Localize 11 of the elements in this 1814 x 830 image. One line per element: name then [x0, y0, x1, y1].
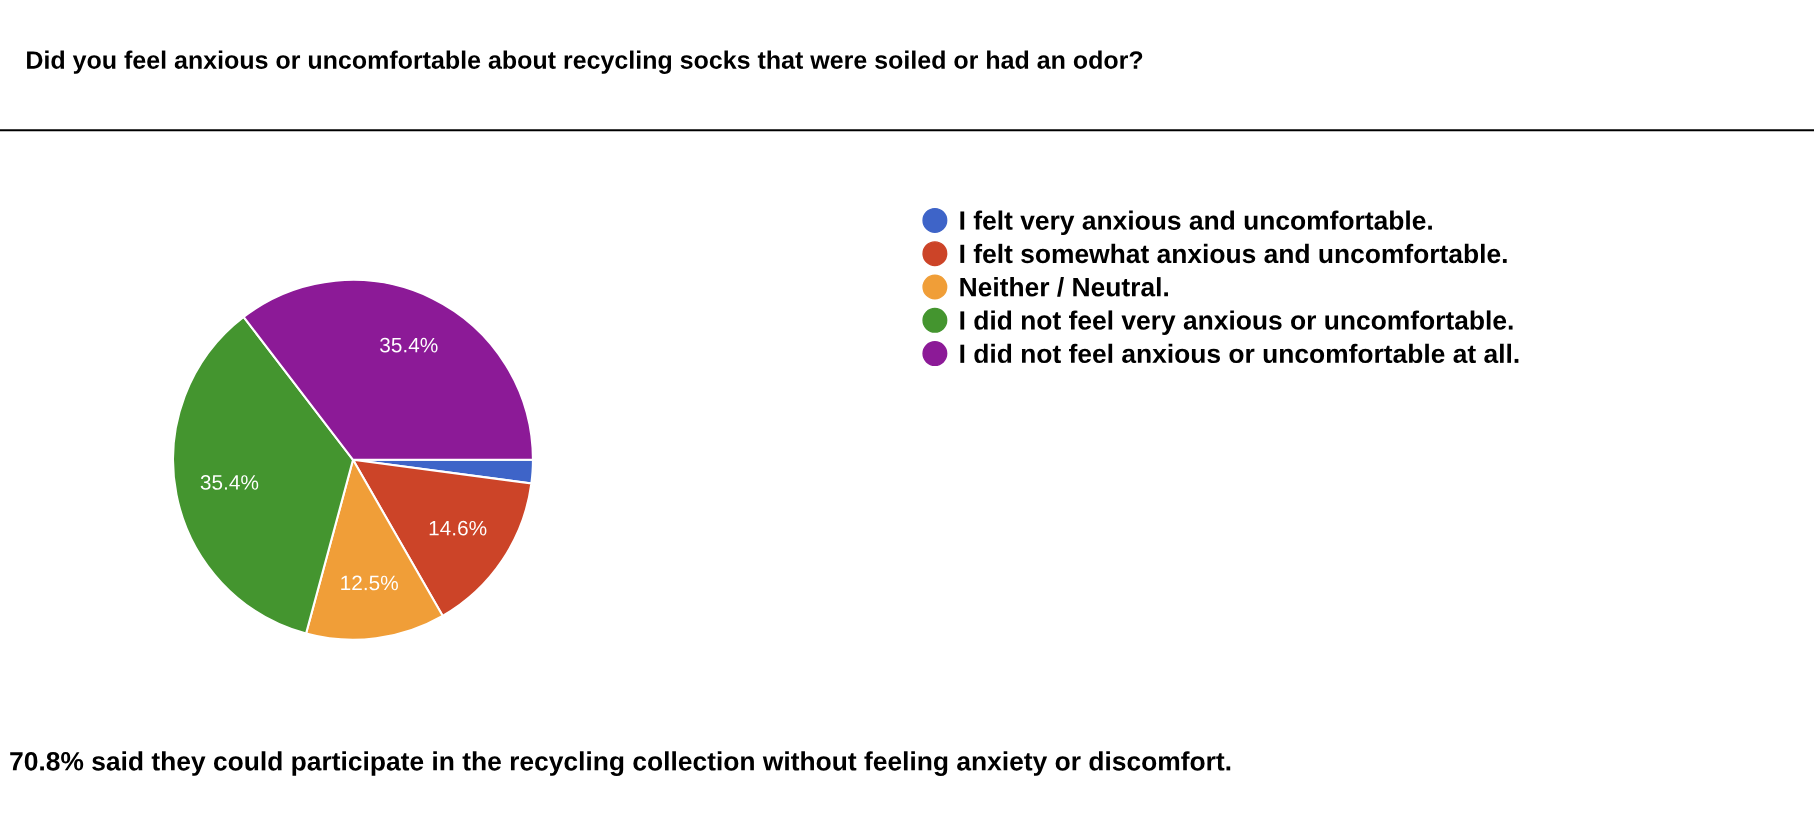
legend-label: I felt somewhat anxious and uncomfortable. — [960, 243, 1507, 264]
data-label: 35.4% — [200, 475, 259, 490]
legend-label: I felt very anxious and uncomfortable. — [960, 210, 1432, 236]
data-label: 35.4% — [380, 337, 438, 353]
legend-label: I did not feel very anxious or uncomfortable. — [960, 310, 1513, 336]
data-label: 12.5% — [341, 575, 398, 591]
text: 70.8% said they could participate in the recycling collection without feeling anxiety or discomfort. — [10, 751, 1231, 776]
data-label: 14.6% — [429, 520, 487, 536]
legend-label: I did not feel anxious or uncomfortable at all. — [960, 343, 1519, 364]
chart-title: Did you feel anxious or uncomfortable about recycling socks that were soiled or had an odor? — [27, 50, 1143, 74]
legend-label: Neither / Neutral. — [960, 277, 1168, 297]
